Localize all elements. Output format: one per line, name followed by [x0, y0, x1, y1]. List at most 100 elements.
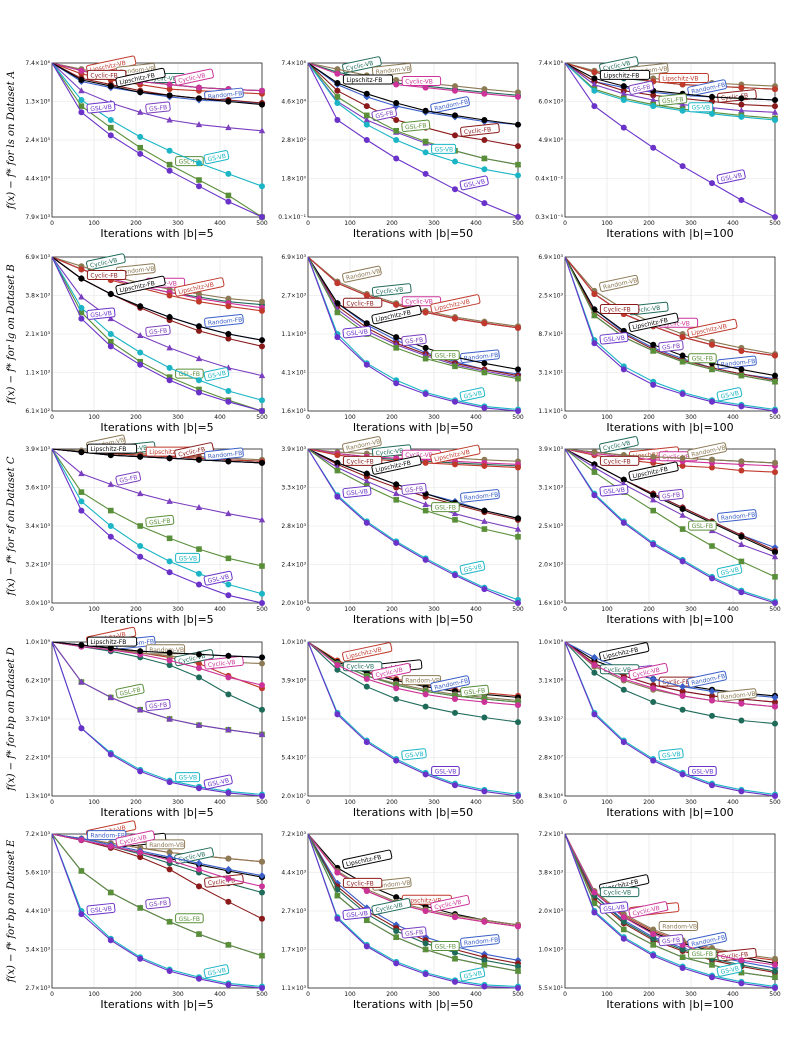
data-point — [137, 523, 143, 529]
data-point — [393, 685, 400, 692]
series-line-gsl-fb — [307, 448, 519, 538]
series-tag-box — [86, 902, 116, 916]
series-tag-box — [401, 119, 431, 133]
y-tick-label: 2.7×10³ — [281, 908, 306, 915]
data-point — [481, 517, 488, 524]
data-point — [334, 892, 341, 899]
y-tick-label: 5.5×10¹ — [538, 985, 563, 992]
data-point — [107, 83, 114, 90]
data-point — [225, 331, 232, 337]
series-line-gsl-fb — [307, 641, 519, 703]
y-tick-label: 5.6×10³ — [25, 870, 50, 877]
data-point — [422, 355, 429, 362]
data-point — [166, 849, 173, 856]
series-tag: Lipschitz-FB — [371, 304, 422, 325]
series-line-gs-vb — [564, 833, 776, 988]
y-tick-label: 6.9×10³ — [25, 254, 50, 261]
data-point — [393, 481, 400, 488]
series-tag: GS-VB — [716, 387, 743, 402]
series-tag: Random-FB — [430, 96, 470, 114]
series-tag: Random-VB — [401, 675, 442, 686]
series-tag-box — [371, 106, 398, 122]
series-tag-box — [145, 839, 186, 850]
series-tag: GSL-FB — [431, 941, 460, 951]
data-point — [452, 949, 458, 956]
data-point — [107, 480, 114, 487]
data-point — [452, 693, 458, 699]
series-tag-label: Cyclic-VB — [375, 448, 403, 458]
data-point — [772, 372, 778, 379]
x-tick-label: 0 — [563, 414, 567, 421]
series-tag: Lipschitz-FB — [599, 69, 651, 80]
series-tag-box — [687, 931, 727, 950]
data-point — [363, 103, 370, 110]
series-line-gs-vb — [307, 641, 519, 796]
series-tag: Cyclic-VB — [371, 283, 412, 297]
data-point — [393, 960, 400, 967]
series-tag-box — [599, 901, 629, 914]
y-tick-label: 3.4×10³ — [25, 523, 50, 530]
data-point — [620, 366, 627, 373]
series-tag-label: GS-VB — [692, 105, 711, 112]
series-tag: GSL-FB — [431, 350, 460, 361]
series-tag: GS-FB — [145, 101, 171, 114]
data-point — [679, 771, 686, 778]
series-tag-label: Random-FB — [208, 90, 243, 101]
series-tag-box — [342, 297, 383, 308]
data-point — [650, 492, 657, 499]
series-tag-label: GS-VB — [463, 563, 483, 574]
series-tag-box — [145, 101, 171, 114]
series-line-gs-vb — [51, 833, 263, 988]
x-tick-label: 400 — [214, 991, 226, 998]
series-tag-label: Random-VB — [405, 678, 440, 685]
data-point — [772, 600, 778, 606]
series-tag-label: GSL-FB — [662, 96, 684, 105]
data-point — [738, 540, 745, 547]
series-tag-box — [115, 67, 166, 88]
series-tag-label: Random-VB — [721, 691, 756, 702]
axes-frame — [307, 641, 519, 797]
data-point — [363, 683, 370, 690]
series-tag-label: Random-VB — [119, 266, 154, 277]
series-line-random-vb — [564, 256, 776, 355]
series-tag-label: Cyclic-VB — [603, 667, 631, 674]
data-point — [481, 699, 488, 706]
series-line-random-vb — [564, 448, 776, 464]
series-tag-label: GS-FB — [375, 110, 394, 121]
series-line-gsl-fb — [307, 62, 519, 166]
series-tag: GSL-VB — [342, 325, 372, 339]
data-point — [393, 490, 400, 497]
series-tag: GS-VB — [203, 367, 230, 382]
series-tag: GS-FB — [145, 897, 171, 910]
series-line-gsl-vb — [51, 833, 263, 989]
x-tick-label: 0 — [50, 799, 54, 806]
data-point — [166, 364, 173, 371]
y-tick-label: 7.9×10³ — [25, 214, 50, 221]
panel: 0 100 200 300 400 500 1.0×10⁹ 3.9×10⁸ 1.5×10⁸ 5.4… — [281, 639, 524, 819]
series-tag-label: GS-VB — [179, 555, 198, 562]
data-point — [166, 535, 173, 542]
data-point — [196, 456, 202, 463]
x-tick-label: 0 — [563, 606, 567, 613]
series-tag-label: Cyclic-VB — [405, 299, 433, 306]
data-point — [481, 404, 488, 411]
series-line-cyclic-vb-pink — [564, 641, 776, 708]
y-tick-label: 1.1×10³ — [281, 331, 306, 338]
series-line-gs-fb — [51, 256, 263, 377]
data-point — [422, 149, 429, 156]
data-point — [620, 739, 627, 746]
series-line-gsl-fb — [307, 256, 519, 380]
data-point — [650, 96, 657, 103]
data-point — [107, 751, 114, 758]
data-point — [649, 675, 657, 683]
data-point — [225, 335, 232, 342]
series-line-lipschitz-fb — [51, 62, 263, 106]
series-tag-label: Cyclic-VB — [375, 902, 404, 915]
series-tag: Random-FB — [460, 489, 500, 503]
data-point — [78, 96, 85, 103]
series-tag-box — [430, 444, 481, 464]
series-tag-box — [371, 455, 422, 475]
x-tick-label: 200 — [130, 414, 142, 421]
data-point — [650, 757, 657, 764]
data-point — [650, 935, 657, 942]
